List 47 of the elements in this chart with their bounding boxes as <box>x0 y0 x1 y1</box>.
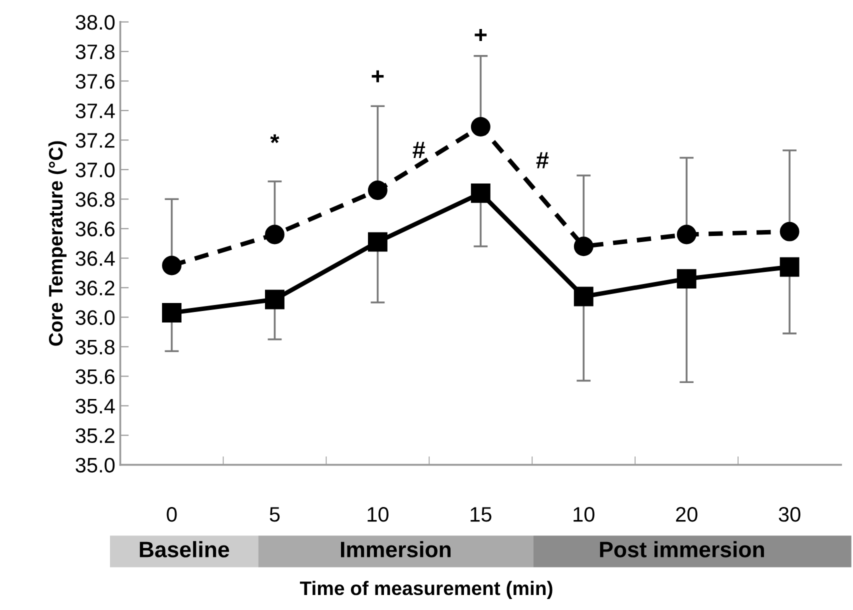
x-axis-title: Time of measurement (min) <box>300 580 552 600</box>
y-tick-label: 37.6 <box>76 74 114 89</box>
text: Baseline <box>140 541 230 558</box>
annotation: # <box>536 152 549 168</box>
x-tick-label: 0 <box>166 507 177 522</box>
y-tick-label: 35.4 <box>76 398 115 414</box>
y-tick-label: 37.2 <box>76 133 114 148</box>
point <box>470 183 490 203</box>
y-tick-label: 38.0 <box>76 14 115 30</box>
point <box>265 224 284 244</box>
y-tick-label: 36.6 <box>76 222 114 236</box>
annotation: * <box>270 134 280 144</box>
y-tick-label: 37.8 <box>76 44 115 60</box>
point <box>780 257 800 277</box>
point <box>162 256 182 276</box>
x-tick-label: 20 <box>676 507 698 522</box>
point <box>574 286 594 306</box>
y-tick-label: 35.6 <box>76 369 114 384</box>
point <box>676 224 696 244</box>
point <box>676 269 696 289</box>
y-tick-label: 35.8 <box>76 340 115 354</box>
point <box>162 303 182 322</box>
point <box>368 232 388 252</box>
y-tick-label: 35.0 <box>76 458 115 473</box>
x-tick-label: 10 <box>574 507 594 522</box>
annotation: + <box>474 28 487 41</box>
point <box>574 236 594 256</box>
y-tick-label: 36.0 <box>76 310 115 325</box>
y-tick-label: 36.2 <box>76 280 114 296</box>
point <box>470 117 490 136</box>
x-tick-label: 10 <box>368 507 388 522</box>
x-tick-label: 5 <box>270 507 280 522</box>
y-axis-title: Core Temperature (°C) <box>48 141 67 346</box>
y-tick-label: 35.2 <box>76 428 114 444</box>
annotation: # <box>412 142 426 158</box>
y-tick-label: 37.4 <box>76 104 115 118</box>
y-tick-label: 36.4 <box>76 251 115 266</box>
annotation: + <box>372 70 384 82</box>
text: Post immersion <box>600 541 764 558</box>
x-tick-label: 15 <box>470 507 492 522</box>
point <box>368 180 388 200</box>
y-tick-label: 37.0 <box>76 162 115 178</box>
text: Immersion <box>341 541 451 558</box>
x-tick-label: 30 <box>778 507 800 522</box>
point <box>265 290 284 310</box>
y-tick-label: 36.8 <box>76 192 115 207</box>
point <box>780 222 800 242</box>
